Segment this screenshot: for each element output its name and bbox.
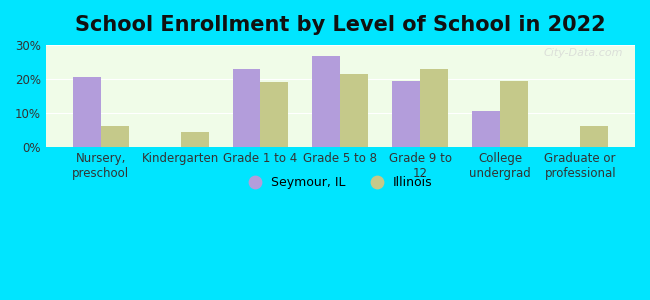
Legend: Seymour, IL, Illinois: Seymour, IL, Illinois <box>243 171 437 194</box>
Title: School Enrollment by Level of School in 2022: School Enrollment by Level of School in … <box>75 15 606 35</box>
Bar <box>393 81 421 147</box>
Bar <box>101 126 129 147</box>
Bar <box>500 81 528 147</box>
Bar <box>181 132 209 147</box>
Bar <box>580 126 608 147</box>
Bar <box>73 77 101 147</box>
Text: City-Data.com: City-Data.com <box>543 48 623 58</box>
Bar <box>261 82 289 147</box>
Bar <box>421 69 448 147</box>
Bar <box>341 74 369 147</box>
Bar <box>313 56 341 147</box>
Bar <box>233 69 261 147</box>
Bar <box>473 111 501 147</box>
